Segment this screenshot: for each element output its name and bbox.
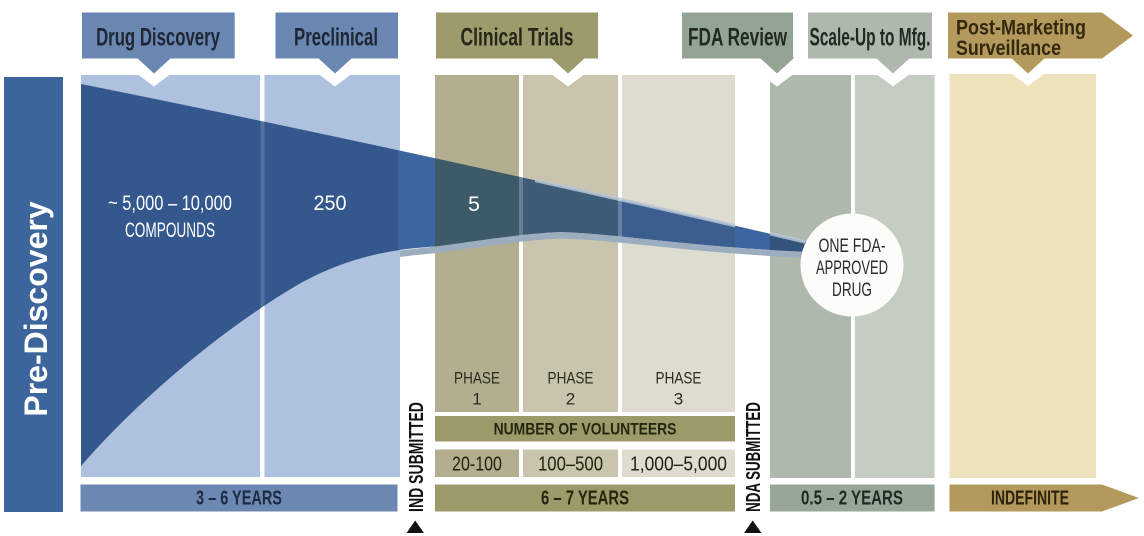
svg-text:5: 5 [468,192,480,216]
svg-text:PHASE: PHASE [548,369,594,388]
svg-text:PHASE: PHASE [656,369,702,388]
svg-text:NUMBER OF VOLUNTEERS: NUMBER OF VOLUNTEERS [494,420,677,439]
svg-text:PHASE: PHASE [454,369,500,388]
svg-text:1: 1 [472,390,481,409]
svg-text:INDEFINITE: INDEFINITE [991,486,1069,509]
svg-text:1,000–5,000: 1,000–5,000 [630,452,727,474]
svg-text:20-100: 20-100 [452,453,502,475]
svg-text:Post-Marketing: Post-Marketing [956,16,1086,40]
svg-text:IND SUBMITTED: IND SUBMITTED [404,402,427,512]
svg-text:Clinical Trials: Clinical Trials [461,22,574,51]
svg-text:APPROVED: APPROVED [816,258,888,279]
svg-text:ONE FDA-: ONE FDA- [819,235,886,257]
svg-text:Scale-Up to Mfg.: Scale-Up to Mfg. [810,24,931,52]
svg-text:100–500: 100–500 [538,452,603,475]
svg-text:Drug Discovery: Drug Discovery [96,23,220,51]
svg-text:3 – 6 YEARS: 3 – 6 YEARS [196,486,282,509]
svg-text:NDA SUBMITTED: NDA SUBMITTED [742,402,764,512]
svg-text:COMPOUNDS: COMPOUNDS [125,218,215,242]
svg-text:Preclinical: Preclinical [294,23,378,51]
svg-text:6 – 7 YEARS: 6 – 7 YEARS [541,486,629,509]
svg-text:Surveillance: Surveillance [956,37,1061,61]
svg-text:0.5 – 2 YEARS: 0.5 – 2 YEARS [801,486,903,509]
svg-text:2: 2 [566,390,575,409]
svg-text:DRUG: DRUG [832,280,872,301]
svg-text:3: 3 [674,390,683,409]
svg-text:~ 5,000 – 10,000: ~ 5,000 – 10,000 [108,192,232,216]
svg-text:250: 250 [314,191,347,215]
svg-text:Pre-Discovery: Pre-Discovery [18,201,54,416]
svg-text:FDA Review: FDA Review [688,23,787,51]
